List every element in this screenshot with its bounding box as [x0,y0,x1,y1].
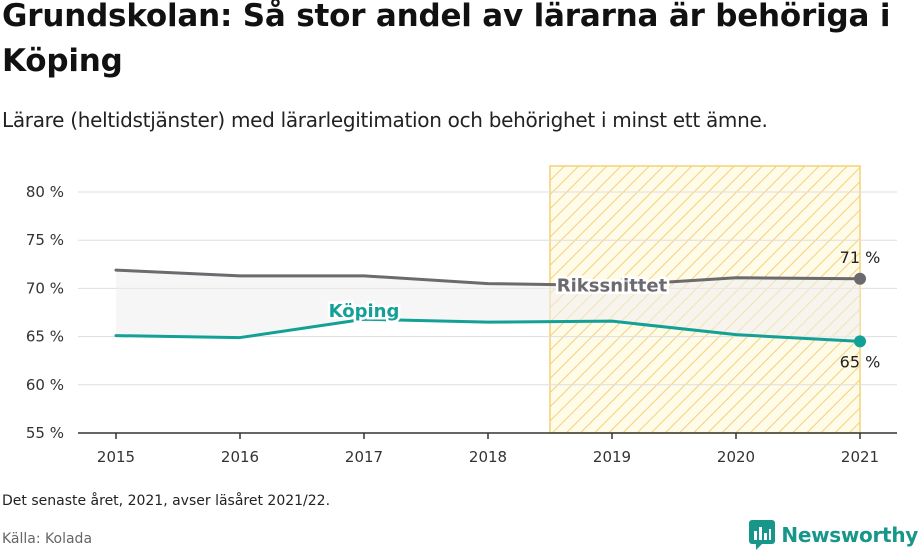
difference-band [116,270,860,342]
x-tick-label: 2015 [97,448,135,466]
x-tick-label: 2021 [841,448,879,466]
newsworthy-logo: Newsworthy [749,520,918,550]
source-text: Källa: Kolada [2,531,93,547]
y-tick-label: 65 % [26,328,64,346]
end-value-label: 65 % [840,352,881,371]
x-tick-label: 2018 [469,448,507,466]
y-tick-label: 60 % [26,376,64,394]
series-label: Rikssnittet [557,276,668,297]
chart-title: Grundskolan: Så stor andel av lärarna är… [2,0,891,79]
newsworthy-logo-icon [749,520,776,550]
series-line-0 [114,268,862,288]
end-dot-0 [854,272,866,285]
x-tick-label: 2016 [221,448,259,466]
x-tick-label: 2020 [717,448,755,466]
series-label: Köping [329,301,400,322]
end-value-label: 71 % [840,248,881,267]
line-chart: 55 % 60 % 65 % 70 % 75 % 80 % Rikssnittet Köpi… [26,165,897,466]
y-tick-label: 75 % [26,231,64,249]
y-tick-label: 70 % [26,279,64,297]
brand-name: Newsworthy [781,523,918,547]
chart-subtitle: Lärare (heltidstjänster) med lärarlegiti… [2,108,768,132]
footnote: Det senaste året, 2021, avser läsåret 20… [2,493,331,509]
y-tick-label: 55 % [26,424,64,442]
x-tick-label: 2017 [345,448,383,466]
x-tick-label: 2019 [593,448,631,466]
series-line-1 [114,317,862,343]
y-tick-label: 80 % [26,183,64,201]
end-dot-1 [854,335,866,348]
